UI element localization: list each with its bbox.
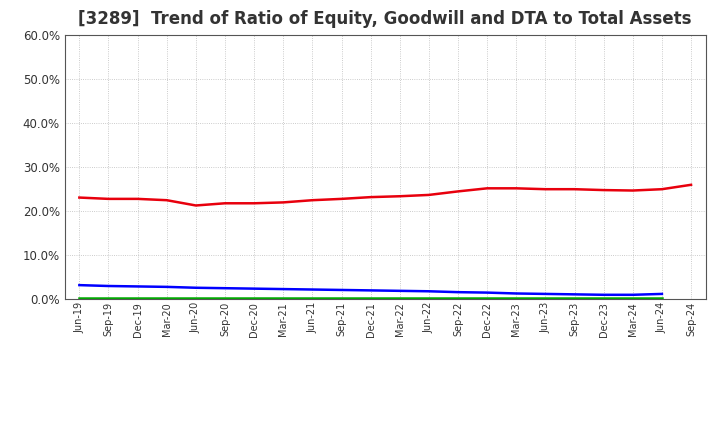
Deferred Tax Assets — [570, 296, 579, 301]
Equity — [366, 194, 375, 200]
Deferred Tax Assets — [483, 296, 492, 301]
Equity — [483, 186, 492, 191]
Deferred Tax Assets — [220, 296, 229, 301]
Equity — [163, 198, 171, 203]
Goodwill — [570, 292, 579, 297]
Equity — [425, 192, 433, 198]
Deferred Tax Assets — [541, 296, 550, 301]
Goodwill — [454, 290, 462, 295]
Deferred Tax Assets — [395, 296, 404, 301]
Deferred Tax Assets — [512, 296, 521, 301]
Goodwill — [308, 287, 317, 292]
Deferred Tax Assets — [629, 296, 637, 301]
Goodwill — [163, 284, 171, 290]
Deferred Tax Assets — [599, 296, 608, 301]
Goodwill — [395, 288, 404, 293]
Equity — [512, 186, 521, 191]
Equity — [570, 187, 579, 192]
Equity — [279, 200, 287, 205]
Goodwill — [75, 282, 84, 288]
Title: [3289]  Trend of Ratio of Equity, Goodwill and DTA to Total Assets: [3289] Trend of Ratio of Equity, Goodwil… — [78, 10, 692, 28]
Goodwill — [599, 292, 608, 297]
Deferred Tax Assets — [279, 296, 287, 301]
Goodwill — [425, 289, 433, 294]
Equity — [250, 201, 258, 206]
Deferred Tax Assets — [250, 296, 258, 301]
Equity — [657, 187, 666, 192]
Equity — [192, 203, 200, 208]
Goodwill — [337, 287, 346, 293]
Line: Goodwill: Goodwill — [79, 285, 662, 295]
Deferred Tax Assets — [366, 296, 375, 301]
Deferred Tax Assets — [308, 296, 317, 301]
Equity — [629, 188, 637, 193]
Goodwill — [133, 284, 142, 289]
Equity — [104, 196, 113, 202]
Goodwill — [541, 291, 550, 297]
Deferred Tax Assets — [75, 296, 84, 301]
Deferred Tax Assets — [337, 296, 346, 301]
Goodwill — [250, 286, 258, 291]
Equity — [337, 196, 346, 202]
Goodwill — [104, 283, 113, 289]
Equity — [687, 182, 696, 187]
Goodwill — [483, 290, 492, 295]
Equity — [308, 198, 317, 203]
Goodwill — [366, 288, 375, 293]
Deferred Tax Assets — [657, 296, 666, 301]
Goodwill — [657, 291, 666, 297]
Goodwill — [629, 292, 637, 297]
Equity — [395, 194, 404, 199]
Equity — [220, 201, 229, 206]
Equity — [599, 187, 608, 193]
Equity — [454, 189, 462, 194]
Deferred Tax Assets — [104, 296, 113, 301]
Deferred Tax Assets — [192, 296, 200, 301]
Deferred Tax Assets — [133, 296, 142, 301]
Goodwill — [220, 286, 229, 291]
Equity — [75, 195, 84, 200]
Deferred Tax Assets — [454, 296, 462, 301]
Line: Equity: Equity — [79, 185, 691, 205]
Deferred Tax Assets — [425, 296, 433, 301]
Equity — [133, 196, 142, 202]
Equity — [541, 187, 550, 192]
Goodwill — [279, 286, 287, 292]
Goodwill — [512, 291, 521, 296]
Goodwill — [192, 285, 200, 290]
Deferred Tax Assets — [163, 296, 171, 301]
